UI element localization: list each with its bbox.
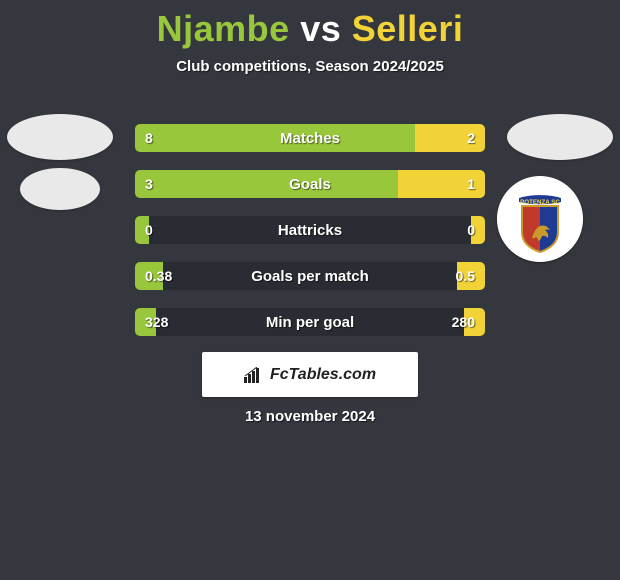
stat-label: Goals bbox=[135, 170, 485, 198]
player2-club-crest: POTENZA SC bbox=[497, 176, 583, 262]
stat-value-right: 0 bbox=[467, 216, 475, 244]
player1-badge-placeholder-1 bbox=[7, 114, 113, 160]
date-text: 13 november 2024 bbox=[0, 408, 620, 425]
stat-label: Min per goal bbox=[135, 308, 485, 336]
stat-value-right: 0.5 bbox=[456, 262, 475, 290]
stat-row: 328Min per goal280 bbox=[135, 308, 485, 336]
subtitle: Club competitions, Season 2024/2025 bbox=[0, 58, 620, 75]
vs-text: vs bbox=[300, 8, 341, 49]
comparison-title: Njambe vs Selleri bbox=[0, 0, 620, 50]
attribution-badge: FcTables.com bbox=[202, 352, 418, 397]
player1-name: Njambe bbox=[157, 8, 290, 49]
stat-value-right: 1 bbox=[467, 170, 475, 198]
stat-label: Goals per match bbox=[135, 262, 485, 290]
stat-row: 0Hattricks0 bbox=[135, 216, 485, 244]
attribution-text: FcTables.com bbox=[270, 366, 376, 384]
stat-value-right: 280 bbox=[452, 308, 475, 336]
stat-row: 3Goals1 bbox=[135, 170, 485, 198]
stat-row: 0.38Goals per match0.5 bbox=[135, 262, 485, 290]
player2-badge-placeholder bbox=[507, 114, 613, 160]
crest-top-text: POTENZA SC bbox=[520, 199, 560, 206]
bar-chart-icon bbox=[244, 367, 264, 383]
stat-label: Matches bbox=[135, 124, 485, 152]
player1-badge-placeholder-2 bbox=[20, 168, 100, 210]
stat-value-right: 2 bbox=[467, 124, 475, 152]
stat-label: Hattricks bbox=[135, 216, 485, 244]
player2-name: Selleri bbox=[352, 8, 464, 49]
stat-row: 8Matches2 bbox=[135, 124, 485, 152]
stat-bars-container: 8Matches2 3Goals1 0Hattricks0 0.38Goals per… bbox=[135, 124, 485, 354]
